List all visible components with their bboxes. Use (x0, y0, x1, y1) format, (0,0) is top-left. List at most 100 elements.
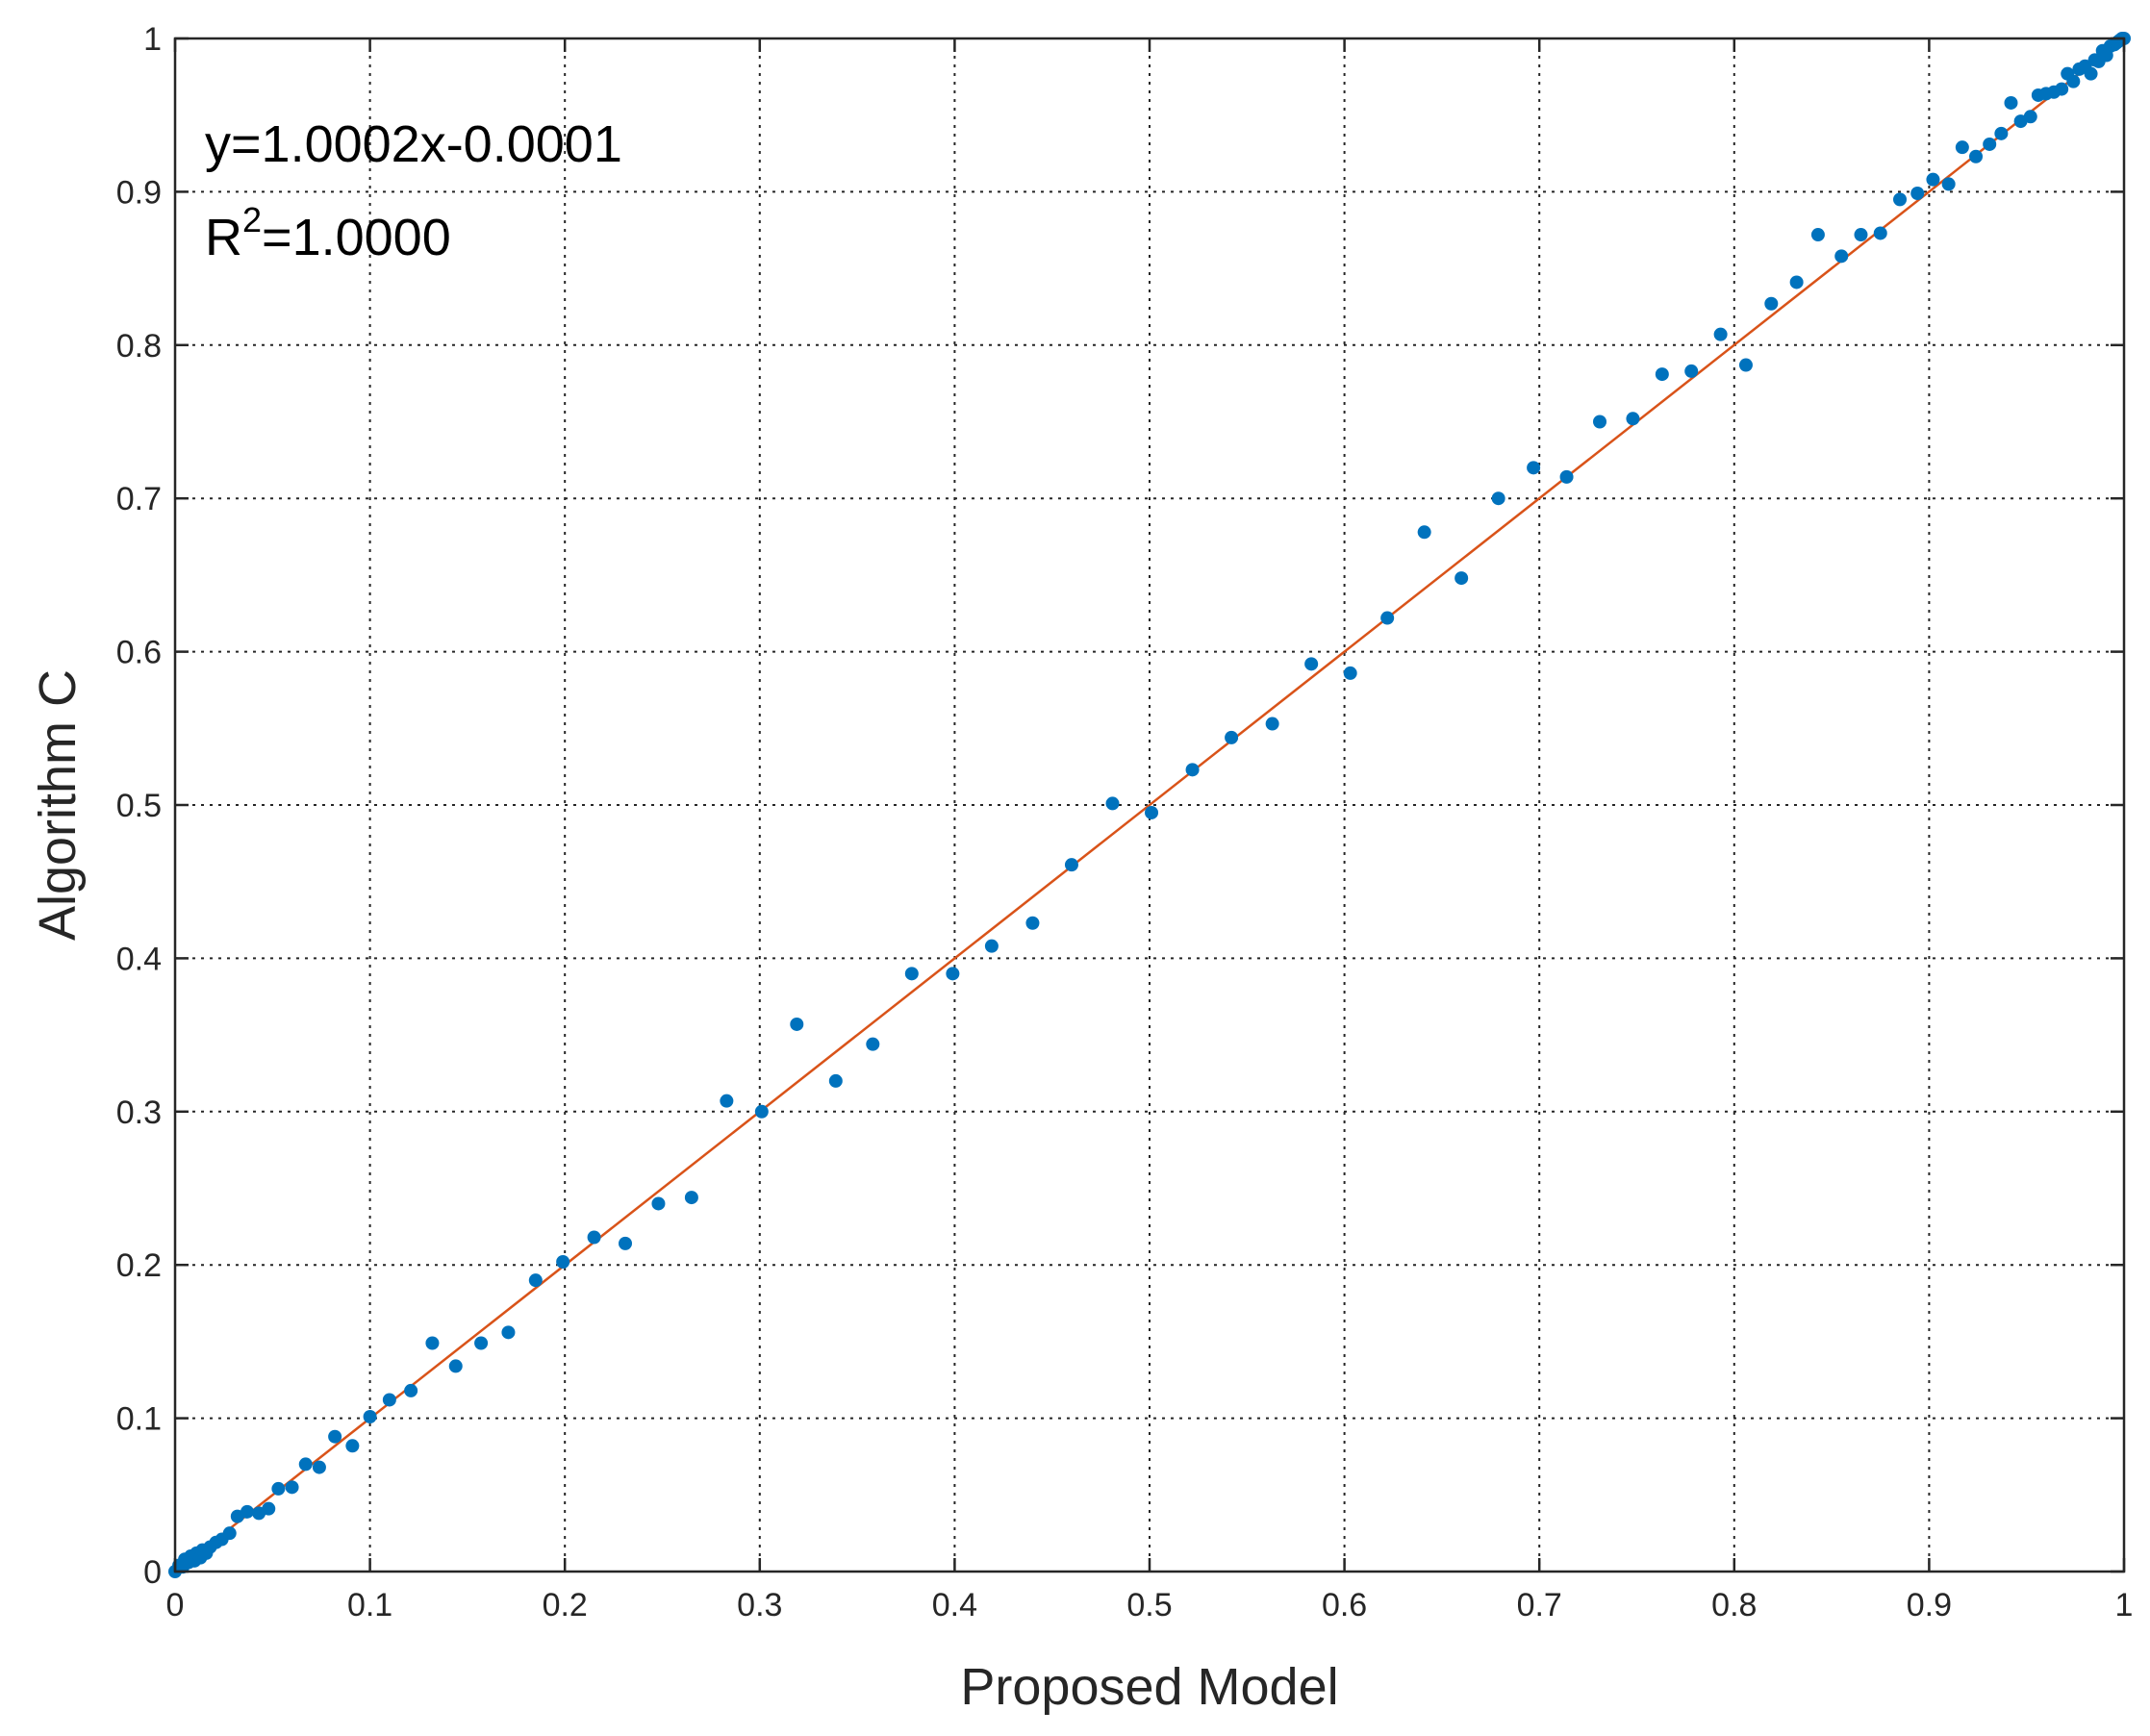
data-point (382, 1393, 396, 1407)
data-point (984, 939, 999, 953)
data-point (425, 1336, 440, 1350)
data-point (1626, 412, 1640, 426)
data-point (262, 1501, 276, 1516)
data-point (1764, 296, 1779, 311)
regression-equation: y=1.0002x-0.0001 (205, 115, 622, 173)
data-point (501, 1325, 516, 1340)
data-point (448, 1359, 463, 1373)
data-point (1559, 469, 1574, 484)
data-point (1873, 226, 1887, 240)
y-tick-label: 0.8 (116, 328, 162, 365)
data-point (1994, 126, 2009, 140)
y-tick-label: 1 (143, 21, 162, 58)
data-point (684, 1191, 698, 1205)
x-axis-ticks: 0 0.1 0.2 0.3 0.4 0.5 0.6 0.7 0.8 0.9 1 (166, 38, 2134, 1623)
y-tick-label: 0.3 (116, 1094, 162, 1131)
data-point (2055, 82, 2069, 96)
x-tick-label: 0.6 (1322, 1587, 1367, 1623)
data-point (1380, 611, 1395, 625)
data-point (619, 1236, 633, 1250)
data-point (1969, 149, 1984, 164)
data-point (1893, 192, 1908, 207)
y-axis-label: Algorithm C (29, 669, 87, 941)
data-point (828, 1073, 843, 1088)
x-tick-label: 0.7 (1517, 1587, 1562, 1623)
y-tick-label: 0.9 (116, 174, 162, 211)
r-squared-symbol: R (205, 209, 242, 266)
data-point (1304, 657, 1319, 671)
data-point (1225, 730, 1239, 744)
data-point (1064, 858, 1078, 872)
r-squared-value: =1.0000 (262, 209, 451, 266)
data-point (1834, 249, 1849, 264)
data-point (345, 1439, 360, 1453)
data-point (1738, 358, 1753, 372)
x-tick-label: 1 (2115, 1587, 2134, 1623)
data-point (1810, 228, 1825, 242)
data-point (1185, 763, 1200, 777)
data-point (1593, 415, 1607, 429)
data-point (556, 1255, 570, 1270)
y-tick-label: 0.6 (116, 635, 162, 671)
data-point (1343, 666, 1357, 680)
data-point (866, 1037, 880, 1051)
data-point (1983, 137, 1997, 151)
x-tick-label: 0 (166, 1587, 185, 1623)
data-point (1491, 491, 1505, 506)
x-tick-label: 0.8 (1711, 1587, 1757, 1623)
data-point (1926, 172, 1940, 187)
data-point (2066, 74, 2081, 88)
y-tick-label: 0.4 (116, 941, 162, 977)
fit-line-group (174, 37, 2125, 1573)
data-point (312, 1460, 326, 1474)
data-point (1684, 364, 1699, 378)
data-point (754, 1104, 769, 1119)
y-tick-label: 0.2 (116, 1247, 162, 1284)
data-point (1025, 916, 1040, 930)
data-point (474, 1336, 489, 1350)
data-point (528, 1273, 543, 1288)
data-point (2084, 66, 2098, 81)
data-point (271, 1481, 286, 1496)
r-squared-annotation: R2=1.0000 (205, 200, 451, 266)
data-point (285, 1480, 299, 1495)
r-squared-superscript: 2 (242, 200, 262, 239)
data-point (363, 1410, 377, 1424)
data-point (1454, 571, 1469, 586)
data-point (1265, 717, 1279, 731)
x-tick-label: 0.9 (1907, 1587, 1952, 1623)
data-point (1910, 186, 1925, 200)
data-point (404, 1383, 418, 1397)
x-tick-label: 0.1 (347, 1587, 392, 1623)
data-point (946, 967, 960, 981)
data-point (1105, 796, 1120, 811)
x-tick-label: 0.5 (1126, 1587, 1172, 1623)
data-point (1955, 140, 1969, 155)
data-point (2023, 110, 2037, 124)
data-point (1941, 177, 1956, 191)
data-point (1417, 525, 1431, 540)
data-point (1145, 805, 1159, 819)
data-point (720, 1094, 734, 1108)
data-point (1655, 367, 1669, 382)
data-points (168, 32, 2131, 1578)
y-tick-label: 0.5 (116, 788, 162, 824)
data-point (587, 1230, 601, 1245)
x-tick-label: 0.3 (737, 1587, 782, 1623)
data-point (1527, 461, 1541, 475)
data-point (651, 1196, 666, 1211)
data-point (904, 967, 919, 981)
y-tick-label: 0 (143, 1554, 162, 1591)
data-point (298, 1457, 313, 1472)
data-point (240, 1504, 254, 1519)
regression-line (174, 37, 2125, 1573)
x-axis-label: Proposed Model (960, 1658, 1338, 1716)
data-point (222, 1526, 237, 1541)
y-tick-label: 0.7 (116, 481, 162, 517)
data-point (790, 1017, 804, 1031)
x-tick-label: 0.4 (932, 1587, 977, 1623)
x-tick-label: 0.2 (543, 1587, 588, 1623)
data-point (2004, 95, 2018, 110)
data-point (1713, 327, 1728, 341)
